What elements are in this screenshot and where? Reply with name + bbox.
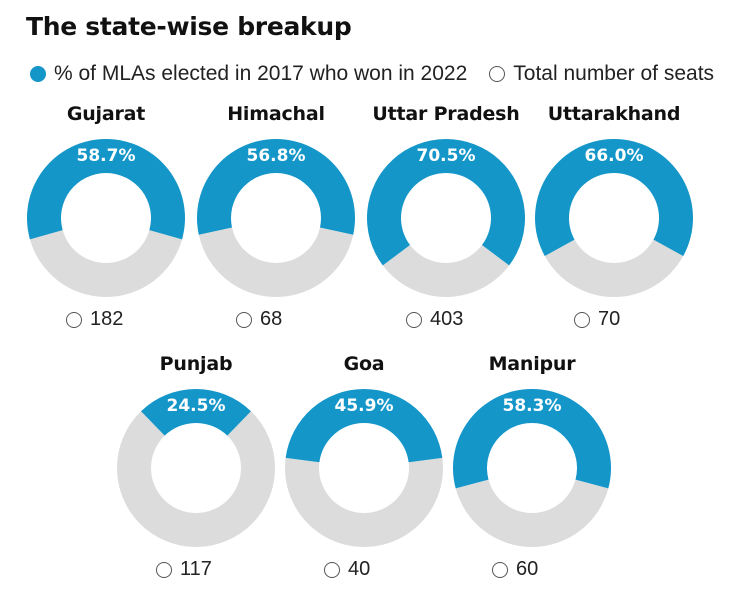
donut-uttarakhand: 66.0% xyxy=(535,138,693,297)
legend-filled-dot-icon xyxy=(30,66,46,82)
seats-hollow-dot-icon xyxy=(574,311,590,328)
state-name-gujarat: Gujarat xyxy=(66,103,146,125)
seats-uttarakhand: 70 xyxy=(574,308,620,331)
state-name-manipur: Manipur xyxy=(488,353,576,375)
panel-gujarat: Gujarat 58.7% 182 xyxy=(16,103,196,338)
seats-hollow-dot-icon xyxy=(66,311,82,328)
seats-gujarat: 182 xyxy=(66,308,123,331)
donut-remainder-goa xyxy=(285,457,443,547)
state-name-goa: Goa xyxy=(343,353,385,375)
donut-himachal: 56.8% xyxy=(197,139,355,297)
seats-goa: 40 xyxy=(324,558,370,581)
panel-goa: Goa 45.9% 40 xyxy=(274,353,454,588)
donut-remainder-gujarat xyxy=(29,230,183,297)
seats-count-goa: 40 xyxy=(348,558,371,580)
seats-hollow-dot-icon xyxy=(324,561,340,578)
donut-share-goa xyxy=(285,388,443,463)
panel-uttarakhand: Uttarakhand 66.0% 70 xyxy=(524,103,704,338)
percent-label-uttarakhand: 66.0% xyxy=(585,146,644,166)
seats-manipur: 60 xyxy=(492,558,538,581)
panel-himachal: Himachal 56.8% 68 xyxy=(186,103,366,338)
seats-count-uttarakhand: 70 xyxy=(598,308,621,330)
donut-remainder-uttar-pradesh xyxy=(382,245,510,297)
seats-hollow-dot-icon xyxy=(156,561,172,578)
seats-punjab: 117 xyxy=(156,558,212,581)
donut-share-uttar-pradesh xyxy=(367,139,525,266)
donut-gujarat: 58.7% xyxy=(26,138,185,297)
donut-remainder-punjab xyxy=(116,411,275,547)
chart-title: The state-wise breakup xyxy=(26,12,352,41)
state-name-uttarakhand: Uttarakhand xyxy=(547,103,681,125)
percent-label-punjab: 24.5% xyxy=(167,396,226,416)
seats-count-gujarat: 182 xyxy=(90,308,124,330)
legend-item-share: % of MLAs elected in 2017 who won in 202… xyxy=(30,62,467,86)
panel-uttar-pradesh: Uttar Pradesh 70.5% 403 xyxy=(356,103,536,338)
seats-count-uttar-pradesh: 403 xyxy=(430,308,464,330)
donut-remainder-himachal xyxy=(198,227,354,297)
legend-hollow-dot-icon xyxy=(489,66,506,82)
donut-punjab: 24.5% xyxy=(116,389,275,547)
legend-item-seats: Total number of seats xyxy=(489,62,714,86)
seats-count-manipur: 60 xyxy=(516,558,539,580)
donut-remainder-uttarakhand xyxy=(544,239,684,297)
seats-hollow-dot-icon xyxy=(406,311,422,328)
percent-label-manipur: 58.3% xyxy=(503,396,562,416)
donut-manipur: 58.3% xyxy=(453,389,611,547)
percent-label-uttar-pradesh: 70.5% xyxy=(417,146,476,166)
legend: % of MLAs elected in 2017 who won in 202… xyxy=(30,60,730,88)
panel-manipur: Manipur 58.3% 60 xyxy=(442,353,622,588)
legend-label-share: % of MLAs elected in 2017 who won in 202… xyxy=(54,62,468,85)
donut-goa: 45.9% xyxy=(285,388,443,547)
donut-remainder-manipur xyxy=(455,479,609,547)
donut-share-punjab xyxy=(141,389,251,436)
percent-label-gujarat: 58.7% xyxy=(77,146,136,166)
state-name-uttar-pradesh: Uttar Pradesh xyxy=(372,103,520,125)
seats-hollow-dot-icon xyxy=(492,561,508,578)
legend-label-seats: Total number of seats xyxy=(513,62,715,85)
seats-count-punjab: 117 xyxy=(180,558,212,580)
panel-punjab: Punjab 24.5% 117 xyxy=(106,353,286,588)
state-name-punjab: Punjab xyxy=(159,353,233,375)
seats-hollow-dot-icon xyxy=(236,311,252,328)
seats-himachal: 68 xyxy=(236,308,282,331)
seats-uttar-pradesh: 403 xyxy=(406,308,463,331)
donut-uttar-pradesh: 70.5% xyxy=(367,139,525,297)
donut-share-manipur xyxy=(453,389,611,489)
donut-share-himachal xyxy=(197,139,355,235)
percent-label-goa: 45.9% xyxy=(335,396,394,416)
donut-share-gujarat xyxy=(26,138,185,240)
percent-label-himachal: 56.8% xyxy=(247,146,306,166)
seats-count-himachal: 68 xyxy=(260,308,283,330)
state-name-himachal: Himachal xyxy=(227,103,325,125)
donut-share-uttarakhand xyxy=(535,138,693,257)
